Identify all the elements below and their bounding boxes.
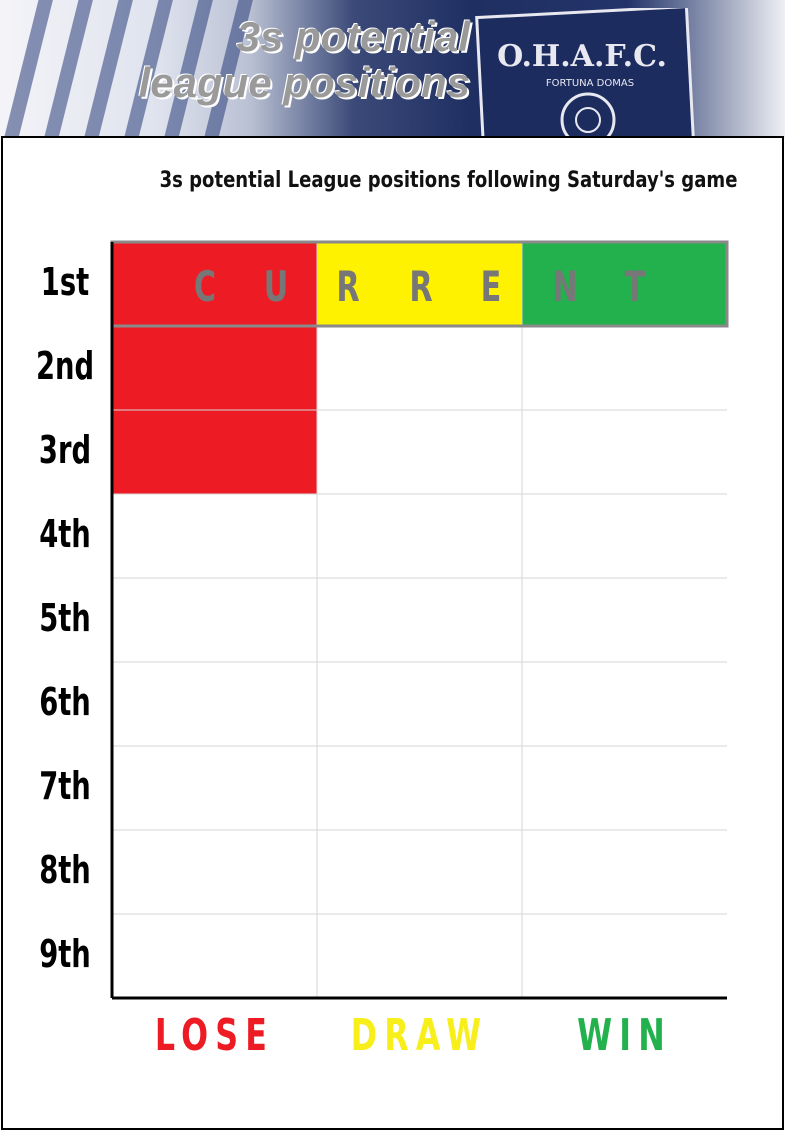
- current-letter: N: [552, 262, 578, 311]
- row-label-7th: 7th: [39, 764, 91, 808]
- row-label-8th: 8th: [39, 848, 91, 892]
- cell-draw-1st: [317, 242, 522, 326]
- banner-title: 3s potential league positions: [40, 14, 470, 106]
- club-crest-logo: O.H.A.F.C. FORTUNA DOMAS: [475, 8, 696, 138]
- row-label-3rd: 3rd: [38, 428, 92, 472]
- cell-lose-3rd: [112, 410, 317, 494]
- cell-lose-1st: [112, 242, 317, 326]
- row-label-2nd: 2nd: [35, 344, 95, 388]
- current-letter: E: [480, 262, 502, 311]
- chart-title: 3s potential League positions following …: [159, 168, 738, 193]
- header-banner: 3s potential league positions O.H.A.F.C.…: [0, 0, 785, 138]
- row-label-9th: 9th: [39, 932, 91, 976]
- row-label-1st: 1st: [40, 260, 90, 304]
- cell-win-1st: [522, 242, 727, 326]
- current-letter: C: [193, 262, 217, 311]
- row-label-6th: 6th: [39, 680, 91, 724]
- current-letter: U: [263, 262, 289, 311]
- column-label-draw: DRAW: [350, 1010, 489, 1061]
- current-letter: R: [409, 262, 433, 311]
- column-label-lose: LOSE: [154, 1010, 275, 1061]
- row-label-4th: 4th: [39, 512, 91, 556]
- crest-motto: FORTUNA DOMAS: [546, 78, 634, 89]
- column-label-win: WIN: [577, 1010, 672, 1061]
- cell-lose-2nd: [112, 326, 317, 410]
- banner-title-line1: 3s potential: [236, 13, 470, 60]
- row-label-5th: 5th: [39, 596, 91, 640]
- current-letter: R: [336, 262, 360, 311]
- banner-title-line2: league positions: [138, 59, 470, 106]
- crest-text: O.H.A.F.C.: [497, 39, 667, 74]
- current-letter: T: [624, 262, 646, 311]
